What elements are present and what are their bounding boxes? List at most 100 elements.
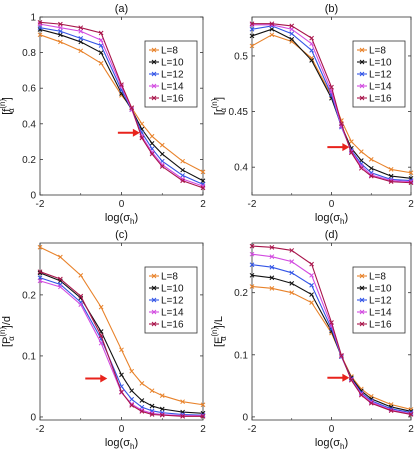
chart-panel-c: (c)00.10.2-2 0 2log(σh)[P(n)α]/dL=8L=10L=1… [0,229,206,451]
series-L-16 [37,19,206,191]
legend-label: L=14 [161,82,184,93]
data-point [309,292,314,297]
y-tick-label: 0 [30,191,36,202]
data-point [289,281,295,286]
data-point [129,402,135,408]
legend-item: L=14 [149,82,184,93]
legend-label: L=16 [369,320,392,331]
legend-item: L=12 [149,296,184,307]
data-point [249,33,255,39]
data-point [159,412,165,418]
data-point [200,178,206,184]
data-point [149,412,155,417]
legend-label: L=8 [369,272,386,283]
legend-item: L=8 [149,272,178,283]
data-point [309,58,314,63]
data-point [249,284,255,289]
data-point [269,275,275,281]
data-point [408,180,414,186]
legend-label: L=12 [161,70,184,81]
y-tick-label: 0.45 [229,107,249,118]
data-point [159,142,165,148]
data-point [78,272,84,278]
legend-label: L=8 [161,46,178,57]
data-point [358,392,364,398]
chart-panel-a: (a)00.20.40.60.81-2 0 2log(σh)[f(n)α]L=8L=… [0,3,206,226]
data-point [269,21,275,27]
data-point [289,248,295,253]
y-tick-label: 0.2 [22,290,36,301]
legend: L=8L=10L=12L=14L=16 [352,266,406,334]
y-tick-label: 1 [30,13,36,24]
legend-label: L=12 [161,296,184,307]
data-point [129,396,135,402]
legend-label: L=10 [161,58,184,69]
y-tick-label: 0.4 [22,119,36,130]
data-point [159,162,165,168]
y-tick-label: 0 [30,412,36,423]
legend-label: L=14 [369,82,392,93]
series-L-14 [37,21,206,189]
legend-label: L=16 [369,94,392,105]
legend-item: L=10 [149,58,184,69]
series-L-16 [249,243,414,417]
data-point [98,50,104,55]
data-point [289,290,295,296]
data-point [37,19,43,25]
data-point [249,43,255,49]
data-point [98,37,104,43]
data-point [349,150,354,156]
y-axis-label: [E(n)α]/L [210,316,228,347]
series-L-16 [249,21,414,186]
data-point [329,84,334,90]
data-point [58,28,63,34]
y-axis-label: [P(n)α]/d [0,316,16,347]
legend-label: L=10 [369,284,392,295]
data-point [58,276,63,282]
legend-label: L=8 [161,272,178,283]
data-point [139,121,145,127]
data-point [339,353,344,358]
data-point [78,28,84,34]
data-point [58,32,63,38]
legend-item: L=16 [149,94,184,105]
legend: L=8L=10L=12L=14L=16 [144,40,198,108]
data-point [37,25,43,31]
legend-item: L=12 [357,70,392,81]
legend-label: L=16 [161,94,184,105]
data-point [349,377,354,383]
data-point [309,272,314,278]
y-axis-label: [f(n)α] [0,97,16,115]
data-point [37,270,43,276]
data-point [58,254,63,260]
chart-title: (d) [325,229,338,241]
data-point [180,158,185,164]
data-point [180,413,185,419]
data-point [78,36,84,41]
chart-title: (a) [115,3,128,15]
data-point [37,269,43,275]
data-point [129,388,135,394]
x-axis-label: log(σh) [105,437,138,451]
data-point [289,23,295,29]
legend-item: L=14 [149,308,184,319]
data-point [249,262,255,268]
data-point [368,165,374,171]
data-point [180,178,185,184]
data-point [129,105,135,111]
data-point [388,408,394,414]
x-tick-label: -2 [248,424,257,435]
data-point [78,293,84,299]
x-tick-label: 0 [119,199,125,210]
data-point [98,340,104,346]
data-point [180,167,185,173]
data-point [139,135,145,141]
legend-item: L=14 [357,308,392,319]
data-point [309,300,314,305]
data-point [200,413,206,419]
data-point [129,368,135,374]
data-point [368,173,374,179]
series-L-8 [37,32,206,175]
legend-item: L=8 [357,272,386,283]
data-point [388,179,394,185]
